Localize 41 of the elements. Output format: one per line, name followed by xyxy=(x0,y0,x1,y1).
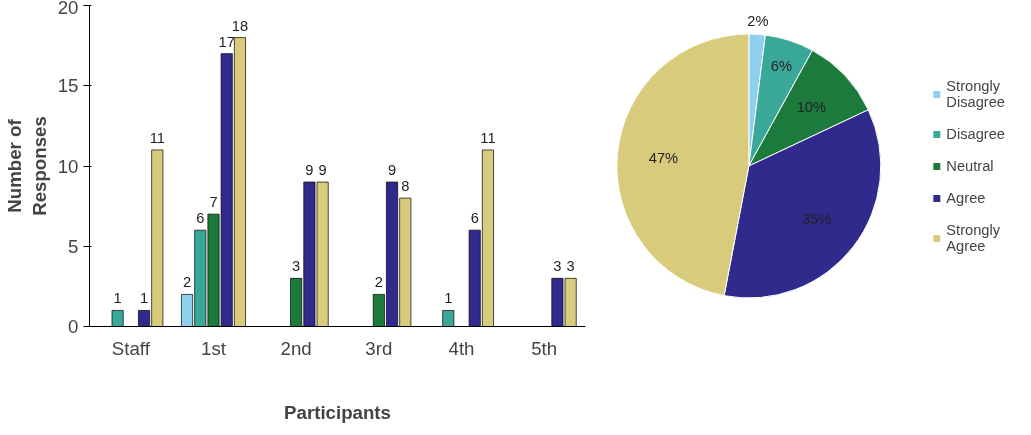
data-label: 3 xyxy=(553,258,562,275)
data-label: 6% xyxy=(770,57,793,74)
x-tick-label: 1st xyxy=(201,337,227,359)
data-label: 9 xyxy=(318,162,327,179)
data-label: 9 xyxy=(387,162,397,179)
y-tick-label: 10 xyxy=(57,155,79,177)
y-tick-label: 20 xyxy=(57,0,79,18)
data-label: 11 xyxy=(480,129,496,146)
data-label: 7 xyxy=(209,194,218,211)
data-label: 6 xyxy=(470,210,479,227)
y-axis-title: Number of Responses xyxy=(3,116,50,216)
x-tick-label: 3rd xyxy=(365,337,393,359)
x-tick-label: 4th xyxy=(448,337,475,359)
legend-label: Neutral xyxy=(946,157,994,174)
data-label: 3 xyxy=(292,258,301,275)
data-label: 2 xyxy=(182,274,192,291)
legend-label: Strongly Disagree xyxy=(946,77,1005,110)
data-label: 3 xyxy=(566,258,575,275)
y-tick-label: 5 xyxy=(68,235,79,257)
legend-label: Strongly Agree xyxy=(946,221,1001,254)
x-axis-title: Participants xyxy=(284,401,391,423)
data-label: 10% xyxy=(796,99,827,116)
data-label: 1 xyxy=(139,290,149,307)
data-label: 1 xyxy=(444,290,453,307)
data-label: 6 xyxy=(196,210,205,227)
y-tick-label: 15 xyxy=(57,75,79,97)
x-tick-label: Staff xyxy=(111,337,151,359)
x-tick-label: 2nd xyxy=(280,337,312,359)
data-label: 2% xyxy=(747,13,769,30)
legend-label: Disagree xyxy=(946,125,1005,142)
data-label: 1 xyxy=(113,290,122,307)
data-label: 35% xyxy=(801,210,832,227)
data-label: 8 xyxy=(401,178,410,195)
data-label: 2 xyxy=(374,274,383,291)
data-label: 47% xyxy=(648,149,679,166)
data-label: 9 xyxy=(305,162,314,179)
x-tick-label: 5th xyxy=(531,337,558,359)
y-tick-label: 0 xyxy=(68,316,79,337)
data-label: 18 xyxy=(231,17,249,34)
data-label: 11 xyxy=(149,129,165,146)
legend-label: Agree xyxy=(946,189,986,206)
